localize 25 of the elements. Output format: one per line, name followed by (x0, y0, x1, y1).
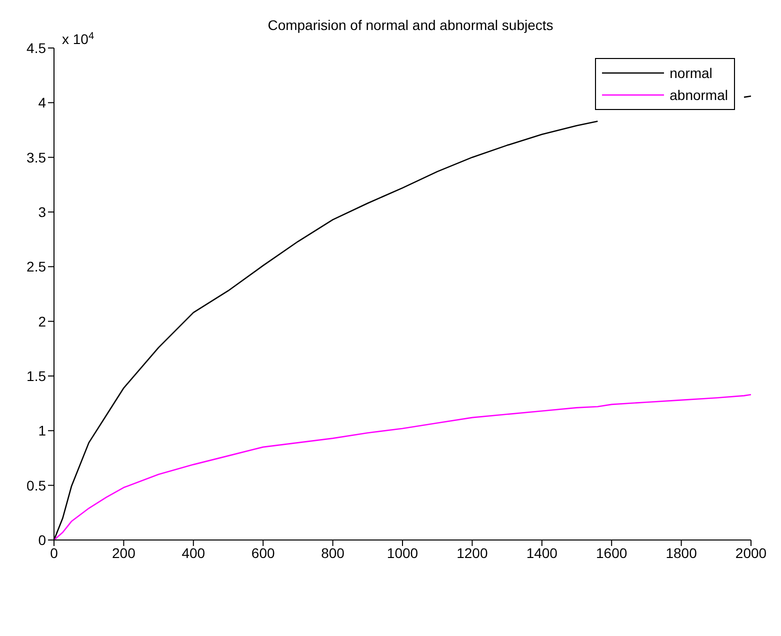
x-tick-label: 1000 (386, 544, 418, 561)
y-tick-label: 0.5 (26, 477, 46, 494)
x-tick-label: 1800 (666, 544, 698, 561)
x-tick-label: 800 (321, 544, 345, 561)
text: x 10$^{4}$ (62, 30, 94, 47)
legend-label: normal (670, 64, 712, 83)
x-tick-label: 1400 (526, 544, 558, 561)
y-tick-label: 1.5 (26, 368, 46, 384)
y-tick-label: 1 (38, 422, 46, 439)
x-tick-label: 0 (50, 544, 58, 561)
x-tick-label: 600 (251, 544, 275, 561)
y-tick-label: 3 (38, 204, 46, 220)
legend-label: abnormal (670, 86, 728, 105)
y-tick-label: 3.5 (26, 149, 46, 166)
x-tick-label: 200 (112, 544, 136, 561)
y-tick-label: 4.5 (26, 40, 46, 56)
x-tick-label: 400 (182, 544, 206, 561)
y-tick-label: 0 (38, 532, 46, 548)
chart-title: Comparision of normal and abnormal subjects (268, 17, 554, 33)
x-tick-label: 1600 (596, 544, 628, 561)
x-tick-label: 1200 (456, 544, 488, 561)
y-tick-label: 4 (38, 94, 46, 111)
x-tick-label: 2000 (735, 544, 767, 561)
y-tick-label: 2.5 (26, 258, 46, 275)
y-tick-label: 2 (38, 313, 46, 330)
